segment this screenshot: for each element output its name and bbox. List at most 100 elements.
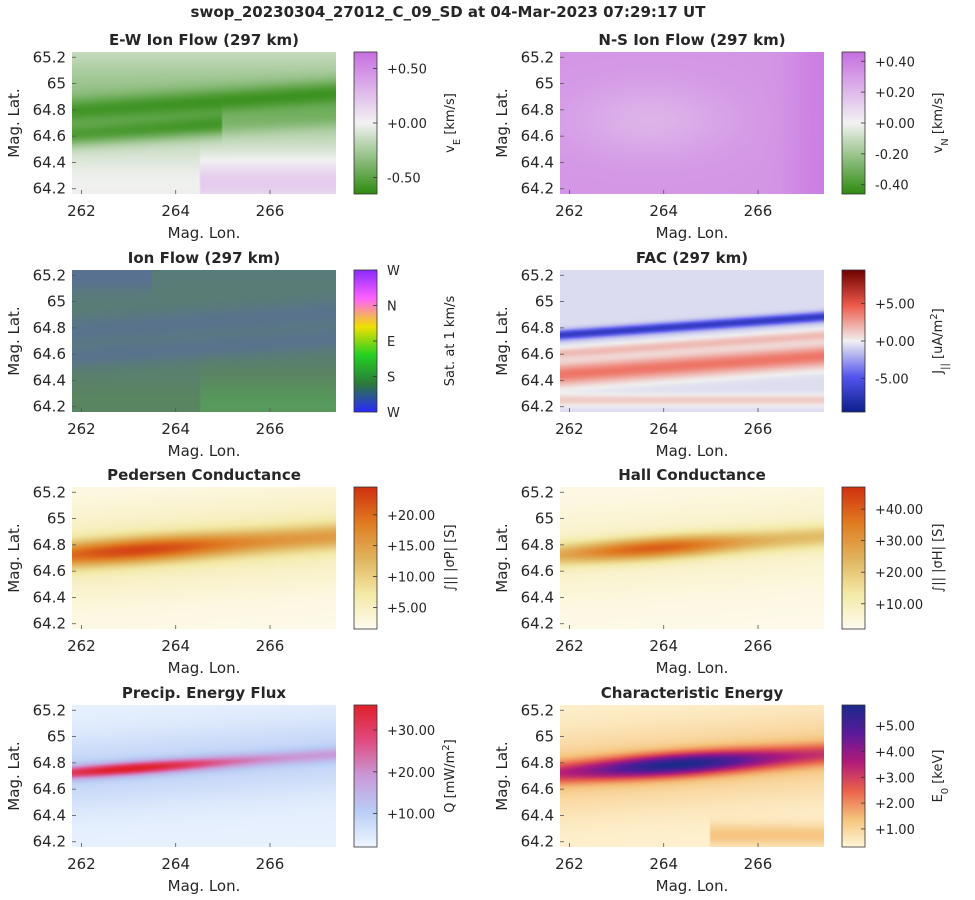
colorbar-label: ∫|| |σP| [S]	[443, 524, 458, 591]
heatmap-q	[72, 705, 336, 847]
colorbar-label: E0 [keV]	[931, 750, 951, 803]
xtick-label: 262	[555, 202, 584, 220]
ytick-label: 64.2	[33, 398, 66, 416]
panel-title-ped: Pedersen Conductance	[107, 466, 301, 484]
ytick-label: 64.6	[521, 562, 554, 580]
ytick-label: 64.6	[33, 345, 66, 363]
xtick-label: 266	[744, 420, 773, 438]
ytick-label: 65.2	[33, 48, 66, 66]
ytick-label: 65	[535, 510, 554, 528]
ytick-label: 64.2	[521, 180, 554, 198]
ytick-label: 64.8	[33, 754, 66, 772]
colorbar-tick-label: +20.00	[387, 766, 435, 781]
ytick-label: 64.4	[33, 153, 66, 171]
xtick-label: 264	[649, 420, 678, 438]
xtick-label: 262	[67, 855, 96, 873]
colorbar-tick-label: +10.00	[387, 808, 435, 823]
ytick-label: 64.8	[521, 536, 554, 554]
x-axis-label: Mag. Lon.	[656, 659, 729, 677]
ytick-label: 64.8	[521, 754, 554, 772]
panel-title-ns: N-S Ion Flow (297 km)	[598, 31, 785, 49]
ytick-label: 64.6	[521, 780, 554, 798]
colorbar-tick-label: +4.00	[875, 745, 915, 760]
ytick-label: 65.2	[33, 483, 66, 501]
ytick-label: 64.4	[521, 588, 554, 606]
ytick-label: 64.4	[521, 371, 554, 389]
ytick-label: 64.4	[33, 371, 66, 389]
ytick-label: 65	[47, 510, 66, 528]
colorbar-tick-label: -5.00	[875, 372, 909, 387]
xtick-label: 264	[649, 855, 678, 873]
colorbar-tick-label: +30.00	[387, 724, 435, 739]
panel-hall: Hall Conductance 64.2 64.4 64.6 64.8 65 65.2 26…	[493, 466, 946, 677]
ytick-label: 64.8	[33, 319, 66, 337]
colorbar-q	[353, 704, 378, 848]
x-axis-label: Mag. Lon.	[168, 224, 241, 242]
heatmap-ped	[72, 487, 336, 629]
ytick-label: 65.2	[33, 266, 66, 284]
panel-ped: Pedersen Conductance 64.2 64.4 64.6 64.8 65 65…	[5, 466, 458, 677]
colorbar-tick-label: +0.50	[387, 62, 427, 77]
x-axis-label: Mag. Lon.	[656, 442, 729, 460]
colorbar-tick-label: +10.00	[875, 598, 923, 613]
x-axis-label: Mag. Lon.	[656, 224, 729, 242]
colorbar-tick-label: W	[387, 264, 400, 279]
x-axis-label: Mag. Lon.	[168, 442, 241, 460]
panel-title-e0: Characteristic Energy	[601, 684, 784, 702]
colorbar-e0	[841, 704, 866, 848]
panel-ns: N-S Ion Flow (297 km) 64.2 64.4 64.6 64.8 65 6…	[493, 31, 951, 242]
xtick-label: 262	[67, 202, 96, 220]
y-axis-label: Mag. Lat.	[5, 523, 23, 592]
ytick-label: 64.4	[33, 806, 66, 824]
xtick-label: 264	[649, 637, 678, 655]
y-axis-label: Mag. Lat.	[493, 88, 511, 157]
xtick-label: 266	[256, 855, 285, 873]
colorbar-tick-label: +40.00	[875, 503, 923, 518]
ytick-label: 65.2	[521, 701, 554, 719]
colorbar-tick-label: +3.00	[875, 771, 915, 786]
ytick-label: 65	[47, 728, 66, 746]
colorbar-tick-label: +1.00	[875, 823, 915, 838]
xtick-label: 266	[744, 637, 773, 655]
colorbar-tick-label: +2.00	[875, 797, 915, 812]
colorbar-tick-label: +0.00	[875, 117, 915, 132]
ytick-label: 64.2	[521, 398, 554, 416]
colorbar-tick-label: +30.00	[875, 535, 923, 550]
xtick-label: 264	[649, 202, 678, 220]
colorbar-tick-label: W	[387, 406, 400, 421]
ytick-label: 65	[535, 293, 554, 311]
colorbar-tick-label: +20.00	[875, 566, 923, 581]
y-axis-label: Mag. Lat.	[5, 88, 23, 157]
colorbar-tick-label: +0.20	[875, 86, 915, 101]
xtick-label: 264	[161, 637, 190, 655]
xtick-label: 262	[555, 637, 584, 655]
xtick-label: 266	[744, 202, 773, 220]
ytick-label: 64.8	[521, 319, 554, 337]
ytick-label: 65	[535, 75, 554, 93]
xtick-label: 264	[161, 202, 190, 220]
ytick-label: 65	[535, 728, 554, 746]
colorbar-tick-label: -0.40	[875, 179, 909, 194]
panel-title-ew: E-W Ion Flow (297 km)	[109, 31, 299, 49]
y-axis-label: Mag. Lat.	[493, 741, 511, 810]
colorbar-tick-label: -0.20	[875, 148, 909, 163]
colorbar-tick-label: +0.40	[875, 55, 915, 70]
xtick-label: 264	[161, 855, 190, 873]
panel-title-q: Precip. Energy Flux	[122, 684, 287, 702]
colorbar-tick-label: +0.00	[387, 117, 427, 132]
ytick-label: 65	[47, 75, 66, 93]
colorbar-tick-label: +20.00	[387, 509, 435, 524]
x-axis-label: Mag. Lon.	[168, 659, 241, 677]
xtick-label: 262	[555, 855, 584, 873]
ytick-label: 64.6	[33, 127, 66, 145]
colorbar-tick-label: E	[387, 335, 395, 350]
y-axis-label: Mag. Lat.	[493, 306, 511, 375]
panel-title-ion: Ion Flow (297 km)	[128, 249, 280, 267]
panel-ew: E-W Ion Flow (297 km) 64.2 64.4 64.6 64.8 65 6…	[5, 31, 463, 242]
colorbar-label: vE [km/s]	[443, 93, 463, 153]
ytick-label: 64.6	[521, 127, 554, 145]
heatmap-ns	[560, 52, 824, 194]
colorbar-label: Q [mW/m2]	[441, 739, 459, 812]
colorbar-tick-label: +5.00	[875, 720, 915, 735]
